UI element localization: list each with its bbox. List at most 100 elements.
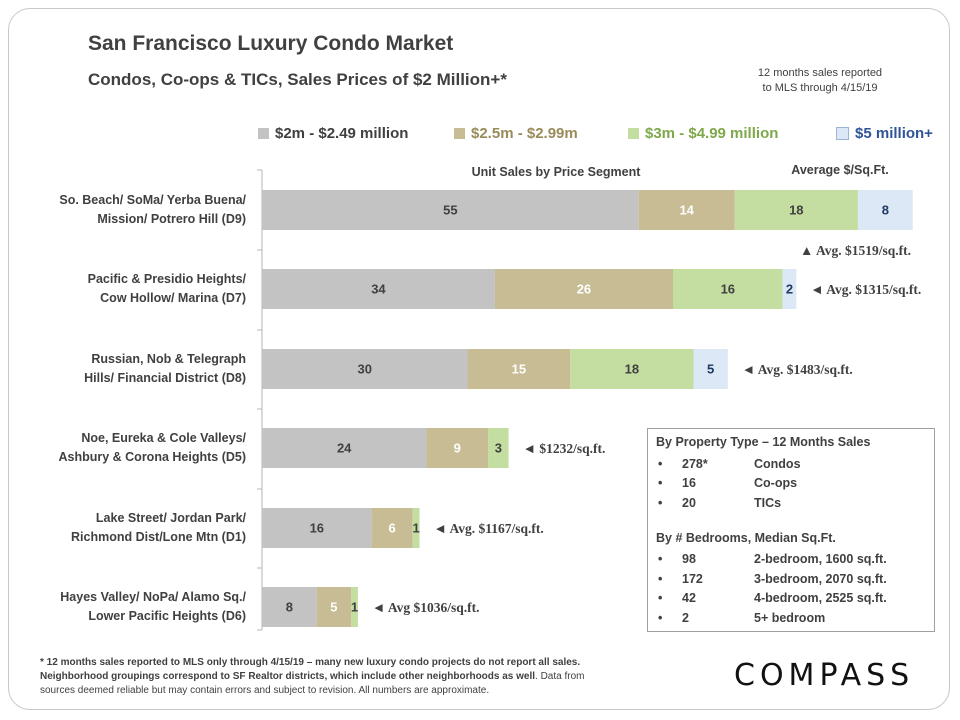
- category-label: Hayes Valley/ NoPa/ Alamo Sq./ Lower Paci…: [6, 588, 246, 626]
- bar-value-label: 1: [413, 521, 420, 536]
- summary-label: Co-ops: [754, 476, 798, 491]
- category-label-line: Hayes Valley/ NoPa/ Alamo Sq./: [60, 590, 246, 604]
- bar-segment: [262, 428, 427, 468]
- legend-swatch: [836, 127, 849, 140]
- bar-segment: [262, 269, 495, 309]
- footnote: * 12 months sales reported to MLS only t…: [40, 656, 712, 698]
- bar-segment: [467, 349, 571, 389]
- bar-segment: [412, 508, 420, 548]
- bar-segment: [371, 508, 413, 548]
- summary-count: 20: [682, 495, 696, 510]
- category-label-line: Cow Hollow/ Marina (D7): [100, 291, 246, 305]
- avg-price-label: ◄ Avg. $1315/sq.ft.: [810, 282, 921, 297]
- summary-box: By Property Type – 12 Months Sales • 278*…: [647, 428, 935, 632]
- category-label-line: Pacific & Presidio Heights/: [87, 272, 246, 286]
- category-label-line: Richmond Dist/Lone Mtn (D1): [71, 530, 246, 544]
- legend-item: $2.5m - $2.99m: [454, 125, 578, 142]
- bullet-icon: •: [658, 571, 663, 586]
- report-note-line1: 12 months sales reported: [757, 67, 883, 79]
- page-title: San Francisco Luxury Condo Market: [88, 32, 454, 55]
- legend-swatch: [628, 128, 639, 139]
- summary-label: 3-bedroom, 2070 sq.ft.: [754, 571, 887, 586]
- bullet-icon: •: [658, 591, 663, 606]
- bar-segment: [570, 349, 694, 389]
- avg-price-label: ◄ Avg $1036/sq.ft.: [372, 600, 480, 615]
- summary-gap: [656, 513, 926, 531]
- bullet-icon: •: [658, 610, 663, 625]
- bar-segment: [734, 190, 858, 230]
- avg-price-label: ◄ Avg. $1167/sq.ft.: [434, 521, 544, 536]
- property-type-heading: By Property Type – 12 Months Sales: [656, 435, 871, 449]
- bullet-icon: •: [658, 495, 663, 510]
- bedrooms-heading: By # Bedrooms, Median Sq.Ft.: [656, 530, 836, 545]
- bar-segment: [857, 190, 913, 230]
- summary-row: • 172 3-bedroom, 2070 sq.ft.: [656, 569, 926, 589]
- category-label: Lake Street/ Jordan Park/Richmond Dist/L…: [6, 509, 246, 547]
- summary-count: 42: [682, 591, 696, 606]
- report-note: 12 months sales reported to MLS through …: [700, 66, 940, 96]
- category-label: So. Beach/ SoMa/ Yerba Buena/Mission/ Po…: [6, 191, 246, 229]
- bar-value-label: 9: [454, 441, 461, 456]
- avg-price-header: Average $/Sq.Ft.: [791, 163, 889, 177]
- bar-value-label: 18: [625, 362, 639, 377]
- bar-segment: [426, 428, 489, 468]
- summary-label: 2-bedroom, 1600 sq.ft.: [754, 552, 887, 567]
- summary-label: Condos: [754, 456, 801, 471]
- summary-row: • 98 2-bedroom, 1600 sq.ft.: [656, 550, 926, 570]
- bar-segment: [351, 587, 358, 627]
- category-label-line: Ashbury & Corona Heights (D5): [58, 450, 246, 464]
- bar-value-label: 55: [443, 203, 457, 218]
- bedrooms-list: • 98 2-bedroom, 1600 sq.ft. • 172 3-bedroom, …: [656, 550, 926, 628]
- avg-price-label: ▲ Avg. $1519/sq.ft.: [800, 243, 911, 258]
- bar-value-label: 16: [310, 521, 324, 536]
- bar-value-label: 26: [577, 282, 591, 297]
- summary-count: 98: [682, 552, 696, 567]
- legend-label: $5 million+: [855, 125, 933, 142]
- summary-row: • 278* Condos: [656, 454, 926, 474]
- bar-segment: [262, 349, 468, 389]
- avg-price-label: ◄ Avg. $1483/sq.ft.: [742, 362, 853, 377]
- page-subtitle: Condos, Co-ops & TICs, Sales Prices of $…: [88, 70, 507, 89]
- category-label: Pacific & Presidio Heights/Cow Hollow/ M…: [6, 270, 246, 308]
- bar-segment: [262, 587, 317, 627]
- legend-label: $2m - $2.49 million: [275, 125, 409, 142]
- bar-segment: [673, 269, 783, 309]
- bar-value-label: 2: [786, 282, 793, 297]
- summary-count: 2: [682, 610, 689, 625]
- summary-count: 172: [682, 571, 703, 586]
- category-label-line: Lake Street/ Jordan Park/: [95, 511, 246, 525]
- bar-value-label: 3: [495, 441, 502, 456]
- summary-label: TICs: [754, 495, 782, 510]
- category-label-line: Russian, Nob & Telegraph: [91, 352, 246, 366]
- legend-item: $5 million+: [836, 125, 933, 142]
- legend-item: $2m - $2.49 million: [258, 125, 408, 142]
- bar-value-label: 16: [721, 282, 735, 297]
- legend-label: $2.5m - $2.99m: [471, 125, 578, 142]
- footnote-line1: * 12 months sales reported to MLS only t…: [40, 657, 581, 668]
- category-label-line: Mission/ Potrero Hill (D9): [97, 212, 246, 226]
- bullet-icon: •: [658, 456, 663, 471]
- bar-segment: [316, 587, 352, 627]
- footnote-line2b: . Data from: [535, 671, 585, 682]
- slide-frame: [8, 8, 950, 710]
- footnote-line2a: Neighborhood groupings correspond to SF …: [40, 671, 536, 682]
- bar-segment: [638, 190, 735, 230]
- legend-item: $3m - $4.99 million: [628, 125, 778, 142]
- chart-title: Unit Sales by Price Segment: [472, 165, 642, 179]
- summary-count: 16: [682, 476, 696, 491]
- category-label-line: So. Beach/ SoMa/ Yerba Buena/: [59, 193, 246, 207]
- summary-label: 4-bedroom, 2525 sq.ft.: [754, 591, 887, 606]
- bar-segment: [693, 349, 728, 389]
- category-label-line: Lower Pacific Heights (D6): [88, 609, 246, 623]
- bar-value-label: 8: [286, 600, 293, 615]
- bar-value-label: 15: [512, 362, 526, 377]
- legend-swatch: [454, 128, 465, 139]
- bar-value-label: 18: [789, 203, 803, 218]
- footnote-line3: sources deemed reliable but may contain …: [40, 685, 490, 696]
- legend-label: $3m - $4.99 million: [645, 125, 779, 142]
- bar-value-label: 24: [337, 441, 352, 456]
- bar-segment: [782, 269, 797, 309]
- bar-segment: [488, 428, 509, 468]
- category-label-line: Noe, Eureka & Cole Valleys/: [81, 431, 246, 445]
